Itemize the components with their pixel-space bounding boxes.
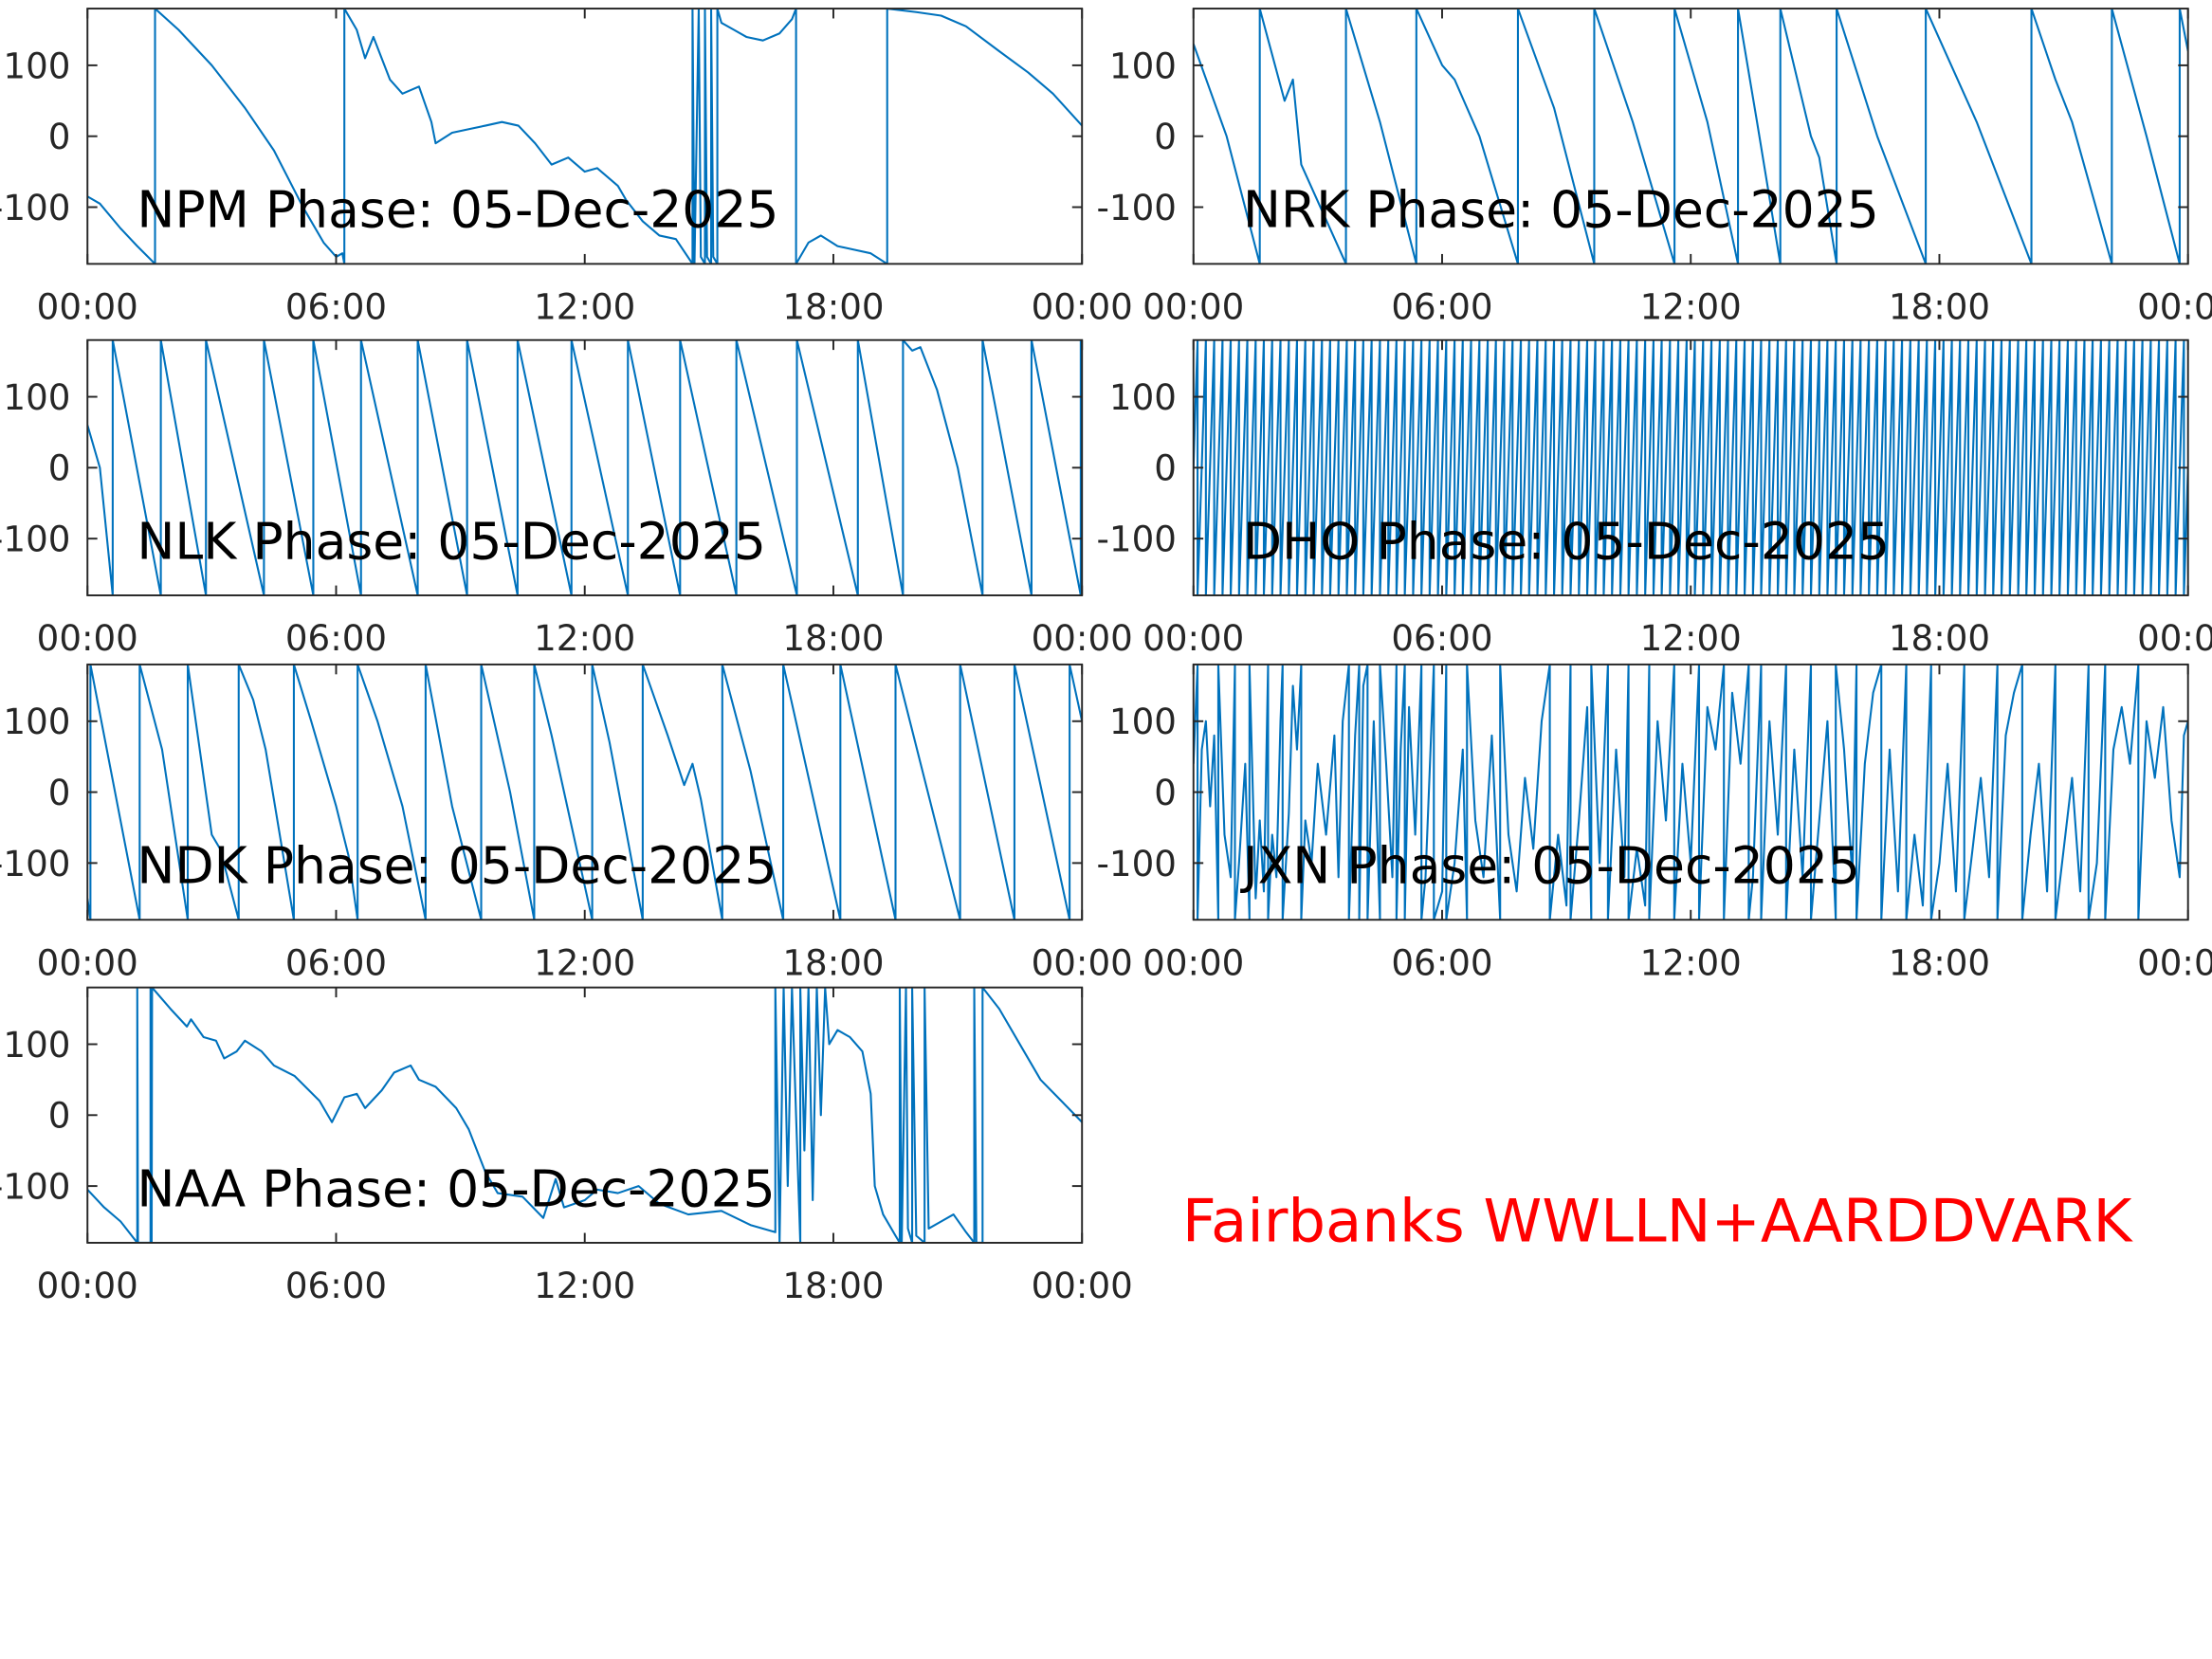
x-tick-label: 18:00	[782, 617, 884, 659]
y-tick-label: 100	[1109, 376, 1177, 418]
y-tick-label: 100	[3, 1024, 70, 1066]
x-tick-label: 00:00	[37, 941, 138, 983]
phase-series-nrk	[1193, 9, 2188, 264]
axes-naa: 00:00 06:00 12:00 18:00 00:00 -100 0 100 NAA Pha…	[0, 986, 1133, 1306]
figure-annotation: Fairbanks WWLLN+AARDDVARK	[1182, 1186, 2134, 1255]
axes-ndk: 00:00 06:00 12:00 18:00 00:00 -100 0 100 NDK Pha…	[0, 663, 1133, 983]
axes-title: NDK Phase: 05-Dec-2025	[137, 836, 777, 896]
y-tick-label: -100	[1096, 519, 1176, 560]
y-tick-label: -100	[1096, 843, 1176, 884]
x-tick-label: 18:00	[782, 1265, 884, 1306]
axes-nlk: 00:00 06:00 12:00 18:00 00:00 -100 0 100 NLK Pha…	[0, 338, 1133, 659]
x-tick-label: 12:00	[1640, 941, 1742, 983]
x-tick-label: 00:00	[1032, 285, 1133, 327]
x-tick-label: 00:00	[2137, 941, 2212, 983]
axes-title: NPM Phase: 05-Dec-2025	[137, 180, 778, 240]
x-tick-label: 00:00	[2137, 617, 2212, 659]
y-tick-label: 100	[3, 45, 70, 86]
x-tick-label: 18:00	[1889, 617, 1990, 659]
y-tick-label: -100	[0, 519, 70, 560]
y-tick-label: 0	[48, 1095, 71, 1137]
y-tick-label: 100	[3, 376, 70, 418]
x-tick-label: 06:00	[1391, 941, 1492, 983]
x-tick-label: 12:00	[534, 941, 635, 983]
axes-title: DHO Phase: 05-Dec-2025	[1243, 511, 1890, 571]
axes-title: NRK Phase: 05-Dec-2025	[1243, 180, 1879, 240]
y-tick-label: 0	[48, 116, 71, 157]
y-tick-label: 100	[3, 701, 70, 742]
axes-jxn: 00:00 06:00 12:00 18:00 00:00 -100 0 100 JXN Pha…	[1096, 663, 2212, 983]
axes-dho: 00:00 06:00 12:00 18:00 00:00 -100 0 100 DHO Pha…	[1096, 338, 2212, 659]
y-tick-label: 0	[1154, 772, 1177, 813]
x-tick-label: 00:00	[1032, 941, 1133, 983]
x-tick-label: 00:00	[2137, 285, 2212, 327]
y-tick-label: 0	[1154, 447, 1177, 489]
x-tick-label: 00:00	[1143, 285, 1244, 327]
y-tick-label: -100	[0, 187, 70, 228]
y-tick-label: -100	[0, 1165, 70, 1207]
x-tick-label: 00:00	[1032, 617, 1133, 659]
x-tick-label: 12:00	[1640, 617, 1742, 659]
x-tick-label: 18:00	[782, 941, 884, 983]
x-tick-label: 12:00	[1640, 285, 1742, 327]
x-tick-label: 18:00	[782, 285, 884, 327]
phase-series-dho	[1193, 339, 2188, 596]
x-tick-label: 06:00	[285, 1265, 387, 1306]
y-tick-label: 100	[1109, 45, 1177, 86]
x-tick-label: 12:00	[534, 1265, 635, 1306]
phase-series-jxn	[1193, 664, 2188, 921]
axes-title: NLK Phase: 05-Dec-2025	[137, 511, 766, 571]
x-tick-label: 00:00	[1143, 941, 1244, 983]
x-tick-label: 18:00	[1889, 941, 1990, 983]
x-tick-label: 06:00	[1391, 617, 1492, 659]
x-tick-label: 06:00	[285, 941, 387, 983]
x-tick-label: 06:00	[1391, 285, 1492, 327]
x-tick-label: 06:00	[285, 617, 387, 659]
x-tick-label: 00:00	[37, 617, 138, 659]
x-tick-label: 18:00	[1889, 285, 1990, 327]
x-tick-label: 12:00	[534, 285, 635, 327]
y-tick-label: 0	[48, 447, 71, 489]
x-tick-label: 06:00	[285, 285, 387, 327]
x-tick-label: 00:00	[1143, 617, 1244, 659]
y-tick-label: 100	[1109, 701, 1177, 742]
phase-series-ndk	[87, 664, 1083, 921]
phase-series-naa	[87, 987, 1083, 1243]
x-tick-label: 00:00	[1032, 1265, 1133, 1306]
phase-series-nlk	[87, 339, 1083, 596]
axes-title: NAA Phase: 05-Dec-2025	[137, 1158, 775, 1218]
x-tick-label: 00:00	[37, 285, 138, 327]
y-tick-label: -100	[0, 843, 70, 884]
axes-title: JXN Phase: 05-Dec-2025	[1240, 836, 1860, 896]
y-tick-label: 0	[48, 772, 71, 813]
x-tick-label: 12:00	[534, 617, 635, 659]
phase-series-npm	[87, 9, 1083, 264]
y-tick-label: -100	[1096, 187, 1176, 228]
y-tick-label: 0	[1154, 116, 1177, 157]
axes-nrk: 00:00 06:00 12:00 18:00 00:00 -100 0 100 NRK Pha…	[1096, 8, 2212, 327]
axes-npm: 00:00 06:00 12:00 18:00 00:00 -100 0 100 NPM Pha…	[0, 8, 1133, 327]
x-tick-label: 00:00	[37, 1265, 138, 1306]
